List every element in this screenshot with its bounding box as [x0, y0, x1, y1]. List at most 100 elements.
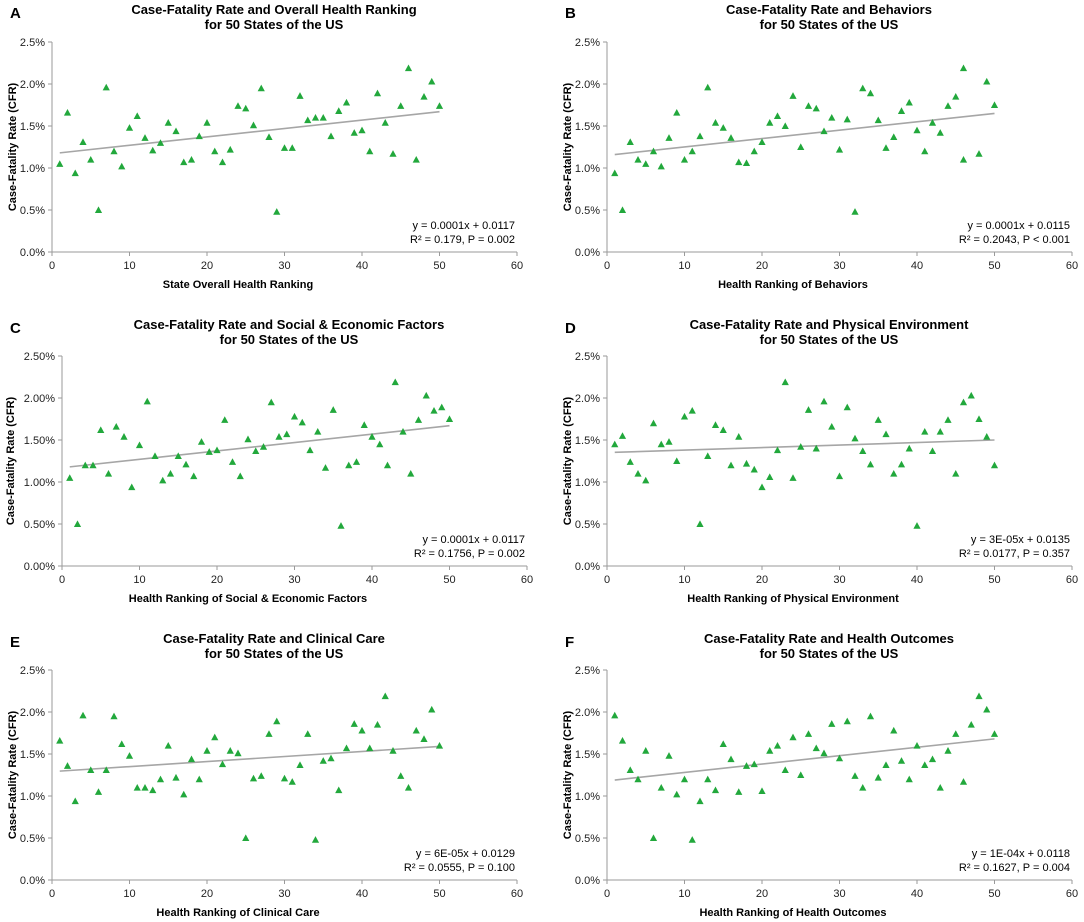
- data-point: [335, 107, 343, 114]
- data-point: [164, 119, 172, 126]
- y-tick-label: 0.0%: [575, 247, 600, 259]
- data-point: [657, 784, 665, 791]
- data-point: [381, 692, 389, 700]
- panel-label: E: [10, 634, 20, 651]
- x-tick-label: 20: [201, 888, 213, 900]
- data-point: [335, 786, 343, 794]
- data-point: [430, 407, 438, 414]
- data-point: [990, 461, 999, 469]
- x-tick-label: 10: [678, 574, 690, 586]
- data-point: [789, 474, 797, 481]
- data-point: [195, 775, 203, 783]
- data-point: [773, 112, 782, 119]
- data-point: [412, 156, 420, 163]
- data-point: [657, 440, 665, 448]
- data-point: [773, 742, 782, 749]
- x-tick-label: 60: [511, 260, 523, 272]
- chart-subtitle: for 50 States of the US: [205, 646, 344, 661]
- chart-title: Case-Fatality Rate and Health Outcomes: [704, 631, 954, 646]
- data-point: [172, 773, 180, 781]
- data-point: [642, 476, 650, 484]
- data-point: [71, 797, 79, 805]
- data-point: [94, 788, 103, 795]
- y-tick-label: 1.00%: [24, 477, 55, 489]
- data-point: [226, 747, 234, 754]
- data-point: [327, 132, 335, 140]
- data-point: [321, 464, 330, 471]
- data-point: [983, 705, 991, 713]
- data-point: [665, 752, 673, 759]
- x-tick-label: 60: [511, 888, 523, 900]
- data-point: [626, 138, 634, 146]
- x-tick-label: 20: [201, 260, 213, 272]
- data-point: [735, 788, 743, 795]
- data-point: [128, 483, 136, 491]
- data-point: [983, 77, 991, 85]
- data-point: [94, 206, 103, 214]
- data-point: [342, 98, 351, 106]
- data-point: [172, 127, 180, 135]
- x-tick-label: 40: [911, 260, 923, 272]
- x-axis-label: Health Ranking of Health Outcomes: [699, 907, 886, 919]
- data-point: [936, 129, 944, 136]
- data-point: [944, 416, 952, 423]
- data-point: [211, 733, 219, 741]
- data-point: [634, 470, 642, 477]
- data-point: [944, 747, 952, 754]
- data-point: [298, 418, 306, 426]
- data-point: [73, 520, 82, 528]
- data-point: [680, 775, 689, 783]
- data-point: [781, 766, 789, 774]
- data-point: [118, 740, 126, 747]
- data-point: [412, 726, 420, 734]
- data-point: [897, 460, 906, 468]
- data-point: [102, 83, 110, 91]
- data-point: [422, 391, 430, 399]
- data-point: [680, 156, 689, 163]
- y-tick-label: 0.0%: [20, 875, 45, 887]
- data-point: [711, 119, 720, 126]
- data-point: [63, 108, 72, 116]
- x-tick-label: 50: [988, 260, 1000, 272]
- data-point: [952, 470, 960, 477]
- data-point: [913, 742, 921, 749]
- data-point: [311, 836, 320, 843]
- x-tick-label: 20: [756, 260, 768, 272]
- chart-panel-a: A Case-Fatality Rate and Overall Health R…: [7, 2, 523, 291]
- data-point: [835, 754, 844, 762]
- data-point: [358, 126, 366, 134]
- data-point: [789, 92, 797, 99]
- data-point: [975, 150, 983, 157]
- y-tick-label: 2.5%: [20, 665, 45, 677]
- data-point: [727, 134, 735, 141]
- y-tick-label: 2.0%: [20, 707, 45, 719]
- y-axis-label: Case-Fatality Rate (CFR): [7, 82, 19, 211]
- data-point: [197, 438, 206, 445]
- data-point: [221, 416, 229, 423]
- chart-title: Case-Fatality Rate and Clinical Care: [163, 631, 385, 646]
- y-tick-label: 0.50%: [24, 519, 55, 531]
- data-point: [445, 415, 454, 423]
- x-tick-label: 10: [133, 574, 145, 586]
- panel-label: A: [10, 5, 21, 22]
- data-point: [897, 107, 906, 114]
- data-point: [758, 787, 766, 795]
- chart-title: Case-Fatality Rate and Behaviors: [726, 2, 932, 17]
- x-tick-label: 50: [433, 260, 445, 272]
- data-point: [203, 119, 211, 126]
- data-point: [267, 398, 275, 406]
- data-point: [218, 158, 227, 166]
- data-point: [397, 102, 405, 109]
- regression-equation: y = 6E-05x + 0.0129: [416, 848, 515, 860]
- data-point: [187, 755, 196, 763]
- data-point: [952, 93, 960, 100]
- data-point: [820, 397, 828, 405]
- x-tick-label: 60: [521, 574, 533, 586]
- regression-equation: y = 0.0001x + 0.0117: [412, 220, 515, 232]
- chart-panel-d: D Case-Fatality Rate and Physical Environ…: [562, 317, 1078, 605]
- data-point: [611, 711, 619, 719]
- data-point: [174, 452, 182, 460]
- data-point: [804, 102, 813, 109]
- data-point: [696, 132, 704, 140]
- data-point: [835, 145, 844, 153]
